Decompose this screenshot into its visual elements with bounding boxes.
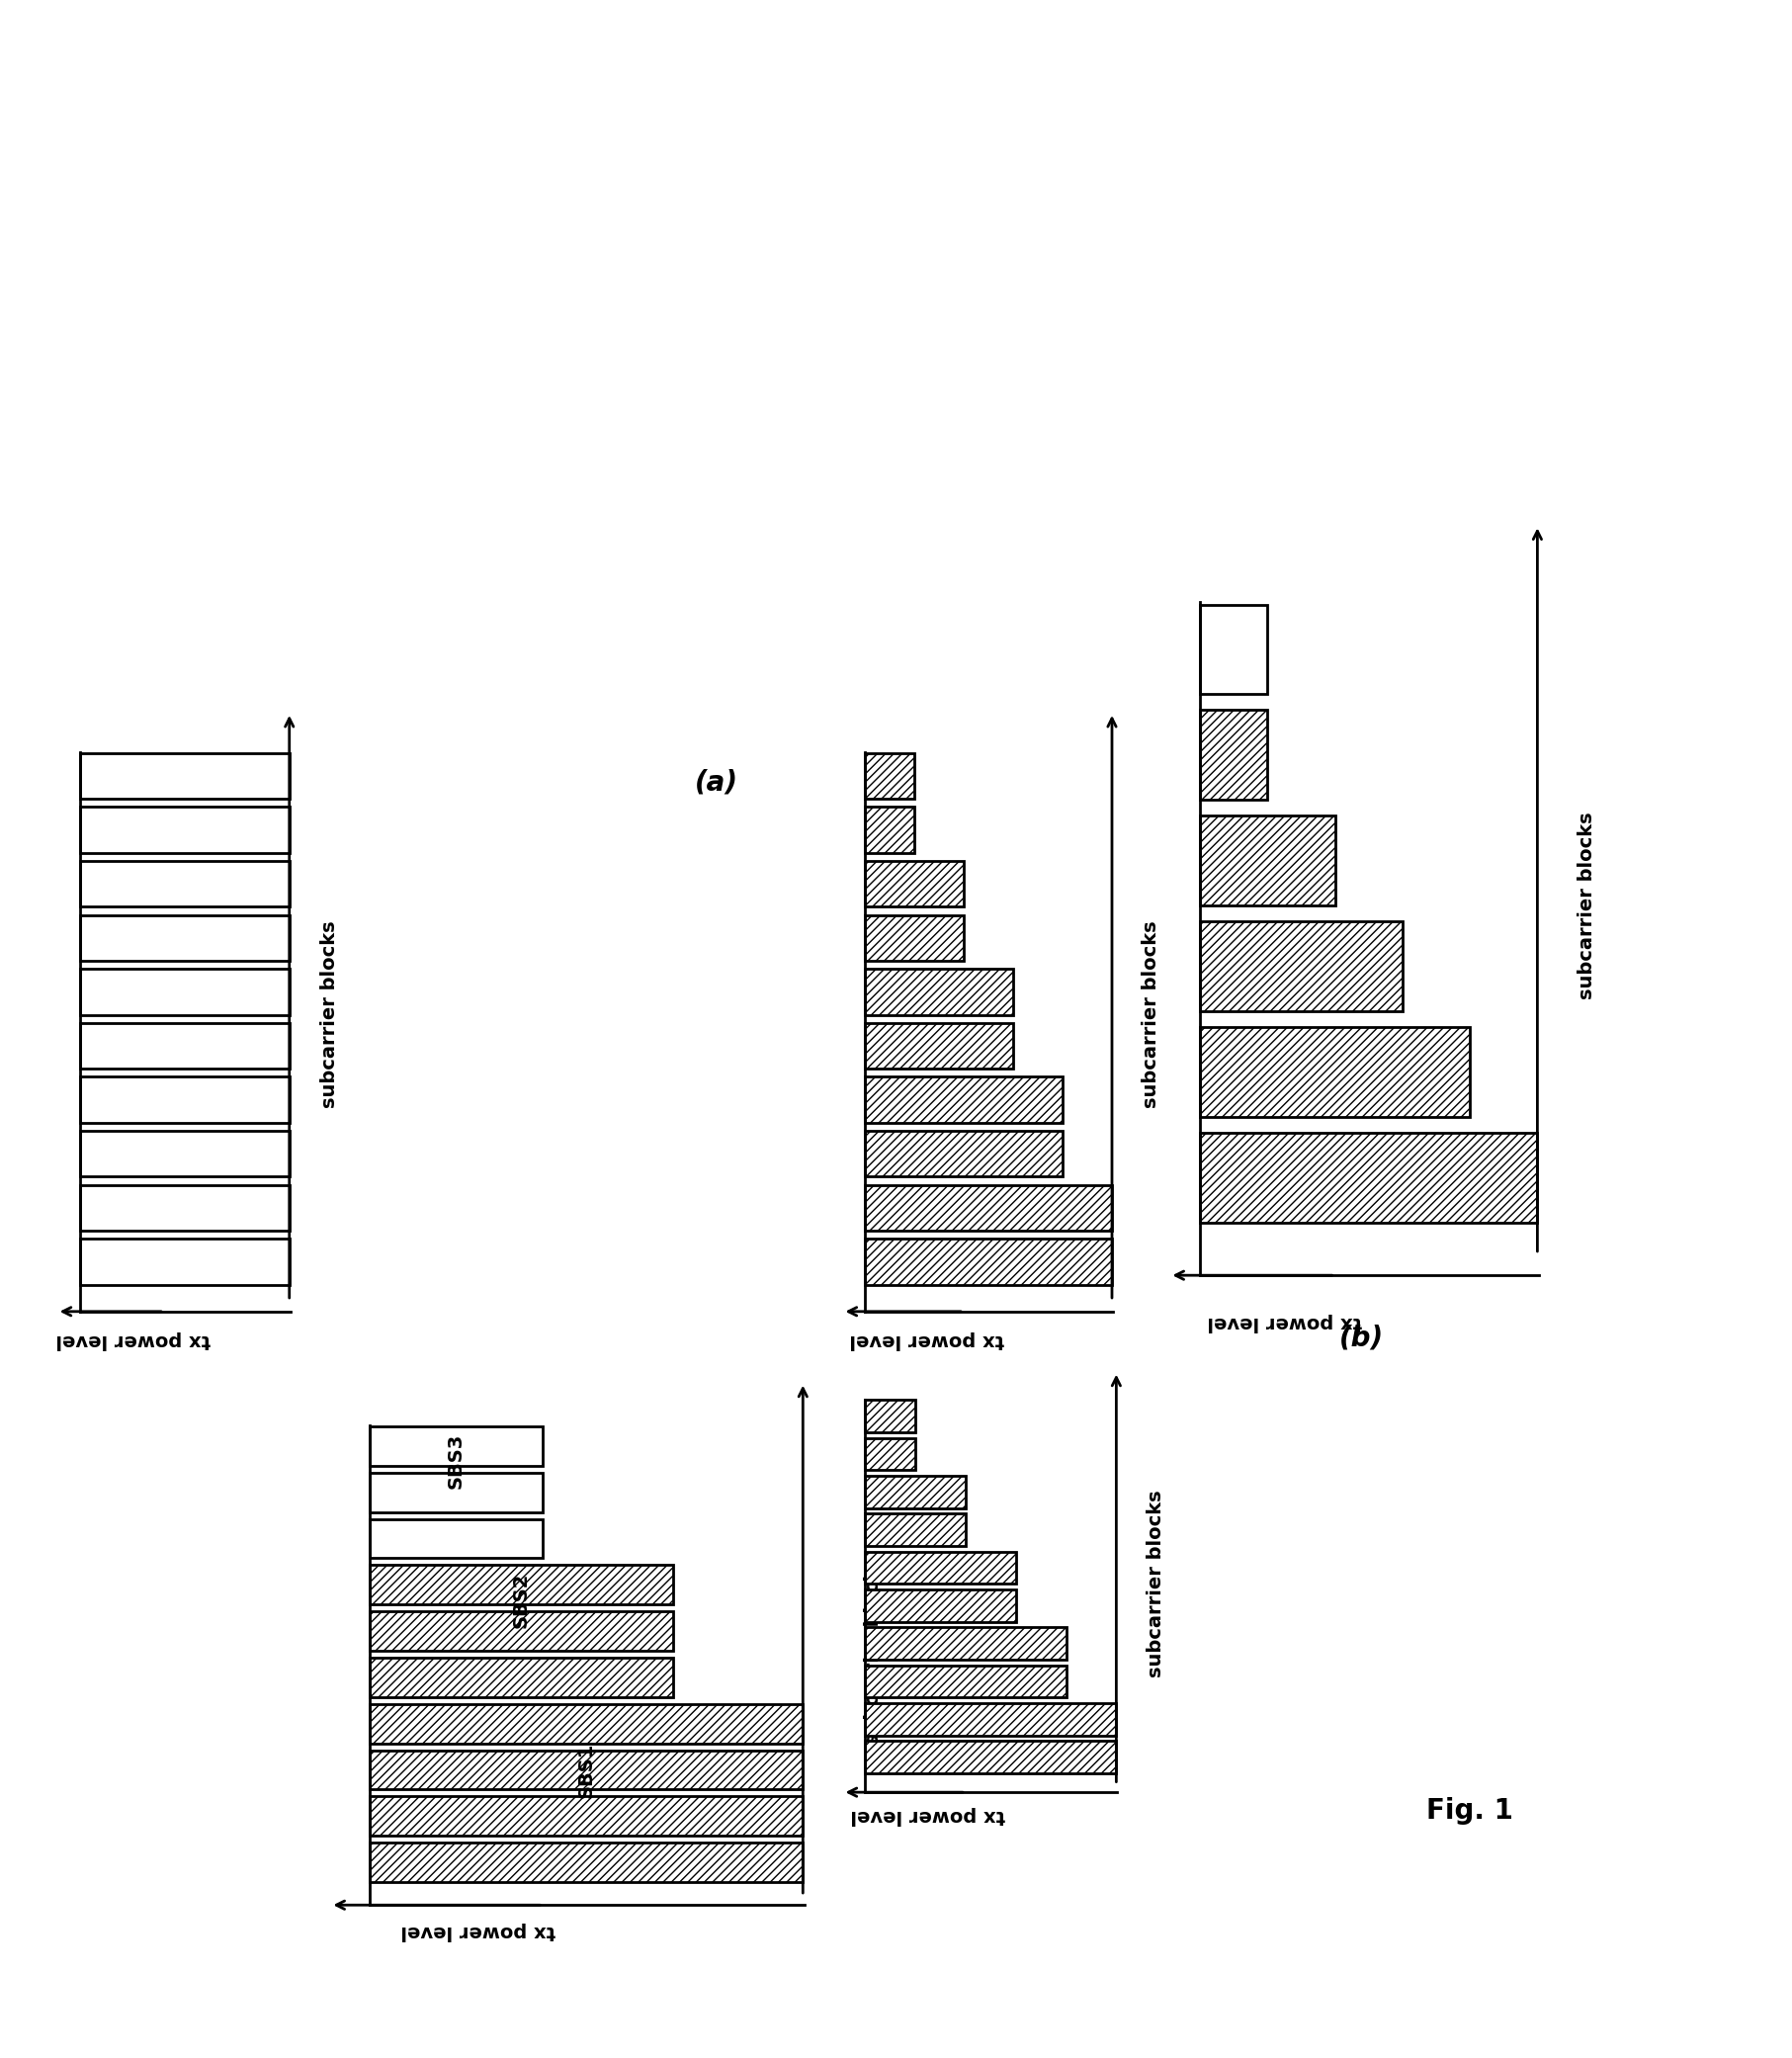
Bar xyxy=(866,1704,1116,1735)
Bar xyxy=(369,1842,803,1881)
Bar xyxy=(369,1704,803,1743)
Text: tx power level: tx power level xyxy=(851,1805,1005,1823)
Text: subcarrier blocks: subcarrier blocks xyxy=(864,1558,882,1745)
Bar xyxy=(369,1474,543,1513)
Bar xyxy=(1201,815,1335,906)
Bar xyxy=(81,1076,289,1124)
Bar xyxy=(866,753,914,799)
Bar xyxy=(866,807,914,852)
Bar xyxy=(866,1076,1063,1124)
Bar xyxy=(81,1023,289,1068)
Bar xyxy=(866,1515,966,1546)
Bar xyxy=(81,1130,289,1177)
Text: (b): (b) xyxy=(1340,1323,1383,1352)
Bar xyxy=(866,1476,966,1509)
Bar xyxy=(866,1628,1066,1659)
Text: (a): (a) xyxy=(695,768,738,796)
Bar xyxy=(369,1797,803,1836)
Bar xyxy=(81,916,289,961)
Bar xyxy=(866,969,1012,1015)
Bar xyxy=(866,860,964,908)
Bar xyxy=(866,1399,916,1432)
Bar xyxy=(369,1566,672,1605)
Bar xyxy=(866,1185,1113,1231)
Text: SBS2: SBS2 xyxy=(513,1572,530,1628)
Bar xyxy=(369,1749,803,1790)
Bar xyxy=(866,1589,1016,1622)
Text: tx power level: tx power level xyxy=(849,1329,1004,1350)
Bar xyxy=(866,1130,1063,1177)
Bar xyxy=(1201,1027,1469,1117)
Bar xyxy=(81,1185,289,1231)
Text: SBS3: SBS3 xyxy=(446,1432,466,1488)
Text: tx power level: tx power level xyxy=(56,1329,210,1350)
Text: tx power level: tx power level xyxy=(1208,1313,1362,1332)
Text: subcarrier blocks: subcarrier blocks xyxy=(1147,1490,1165,1677)
Bar xyxy=(1201,710,1267,801)
Text: subcarrier blocks: subcarrier blocks xyxy=(321,922,339,1109)
Text: tx power level: tx power level xyxy=(400,1922,556,1941)
Bar xyxy=(1201,605,1267,694)
Bar xyxy=(81,753,289,799)
Bar xyxy=(1201,922,1403,1010)
Bar xyxy=(369,1426,543,1465)
Bar xyxy=(81,969,289,1015)
Bar xyxy=(866,1439,916,1469)
Text: subcarrier blocks: subcarrier blocks xyxy=(1579,811,1597,1000)
Bar xyxy=(369,1611,672,1651)
Bar xyxy=(866,1023,1012,1068)
Bar xyxy=(866,1552,1016,1585)
Bar xyxy=(369,1519,543,1558)
Bar xyxy=(1201,1132,1538,1222)
Text: subcarrier blocks: subcarrier blocks xyxy=(1142,922,1161,1109)
Bar xyxy=(81,807,289,852)
Bar xyxy=(81,860,289,908)
Bar xyxy=(81,1239,289,1284)
Bar xyxy=(866,916,964,961)
Bar xyxy=(866,1239,1113,1284)
Text: SBS1: SBS1 xyxy=(577,1741,595,1799)
Bar xyxy=(369,1657,672,1698)
Bar xyxy=(866,1741,1116,1774)
Bar xyxy=(866,1665,1066,1698)
Text: Fig. 1: Fig. 1 xyxy=(1426,1797,1512,1825)
